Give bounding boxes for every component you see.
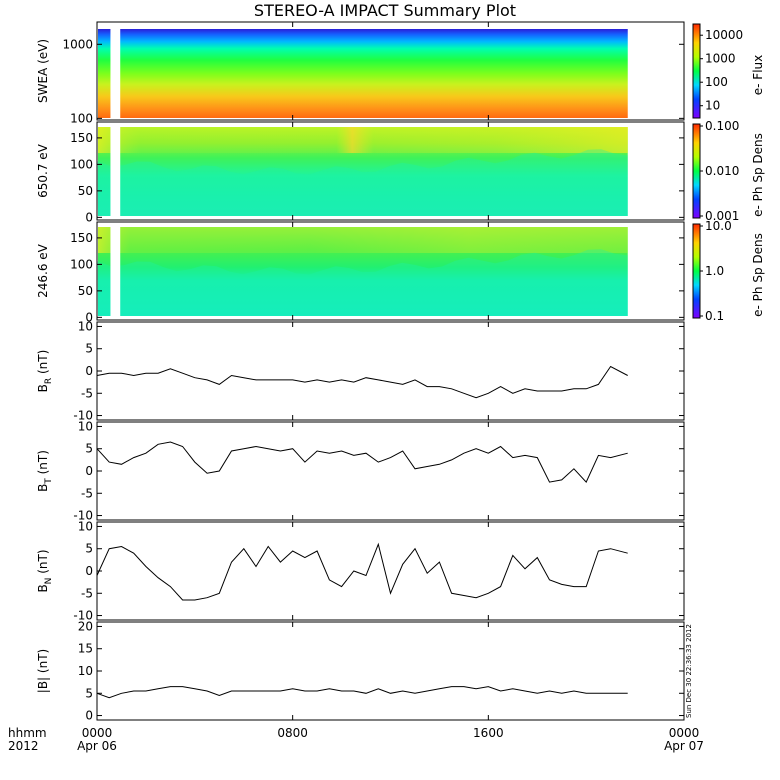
pad650-data-gap [110, 122, 121, 220]
bt-y-tick-label: 0 [85, 464, 93, 478]
pad246-y-tick-label: 100 [70, 257, 93, 271]
br-y-tick-label: -10 [73, 409, 93, 423]
bn-y-tick-label: 0 [85, 564, 93, 578]
panel-bmag: 0 5 10 15 20 |B| (nT) [36, 619, 685, 723]
pad246-lower-band [97, 249, 628, 316]
pad650-y-tick-label: 150 [70, 131, 93, 145]
bmag-y-tick-label: 20 [78, 619, 93, 633]
pad246-data-gap [110, 222, 121, 320]
panel-pad246: 10.0 1.0 0.1 e- Ph Sp Dens 0 50 100 150 246.6 eV [36, 219, 765, 324]
pad650-frame [96, 121, 685, 221]
timestamp-stamp: Sun Dec 30 22:36:33 2012 [685, 624, 693, 718]
bt-y-tick-label: 10 [78, 419, 93, 433]
swea-data-gap [110, 22, 121, 120]
pad246-colorbar-tick-label: 10.0 [705, 219, 732, 233]
panel-bn: -10 -5 0 5 10 BN (nT) [36, 519, 685, 623]
pad246-colorbar-tick-label: 0.1 [705, 309, 724, 323]
bmag-series-line [96, 686, 628, 699]
swea-colorbar-tick-label: 100 [705, 75, 728, 89]
bt-y-tick-label: -5 [81, 486, 93, 500]
pad246-y-tick-label: 0 [85, 310, 93, 324]
pad246-upper-band [98, 227, 628, 253]
bn-y-tick-label: -5 [81, 586, 93, 600]
x-tick-date-label: Apr 07 [664, 739, 704, 753]
x-tick-label: 1600 [473, 726, 504, 740]
bmag-y-tick-label: 15 [78, 642, 93, 656]
bn-y-tick-label: 5 [85, 542, 93, 556]
br-y-tick-label: -5 [81, 386, 93, 400]
x-tick-label: 0000 [669, 726, 700, 740]
bn-frame [96, 521, 685, 621]
bt-series-line [96, 441, 628, 483]
bn-y-axis-label: BN (nT) [36, 549, 54, 592]
swea-frame [96, 21, 685, 121]
pad650-colorbar-tick-label: 0.100 [705, 119, 739, 133]
pad650-y-tick-label: 50 [78, 184, 93, 198]
pad650-colorbar-label: e- Ph Sp Dens [751, 133, 765, 217]
pad650-upper-band [98, 127, 628, 153]
bt-y-tick-label: 5 [85, 442, 93, 456]
pad246-colorbar [692, 223, 701, 319]
bmag-y-tick-label: 5 [85, 686, 93, 700]
panel-swea: 10 100 1000 10000 e- Flux 100 1000 SWEA (eV) [36, 21, 765, 125]
swea-colorbar [692, 23, 701, 119]
bmag-frame [96, 621, 685, 721]
bt-y-tick-label: -10 [73, 509, 93, 523]
pad650-y-tick-label: 100 [70, 157, 93, 171]
swea-colorbar-tick-label: 10000 [705, 28, 743, 42]
swea-y-axis-label: SWEA (eV) [36, 39, 50, 103]
pad246-y-axis-label: 246.6 eV [36, 243, 50, 298]
x-tick-date-label: Apr 06 [77, 739, 117, 753]
pad246-colorbar-label: e- Ph Sp Dens [751, 233, 765, 317]
panel-bt: -10 -5 0 5 10 BT (nT) [36, 419, 685, 523]
swea-colorbar-label: e- Flux [751, 55, 765, 95]
br-y-axis-label: BR (nT) [36, 350, 54, 393]
x-tick-label: 0800 [277, 726, 308, 740]
pad650-y-axis-label: 650.7 eV [36, 143, 50, 198]
panel-br: -10 -5 0 5 10 BR (nT) [36, 319, 685, 423]
x-axis-label-line2: 2012 [8, 739, 39, 753]
pad246-colorbar-tick-label: 1.0 [705, 264, 724, 278]
swea-colorbar-tick-label: 1000 [705, 52, 736, 66]
swea-colorbar-tick-label: 10 [705, 99, 720, 113]
bt-y-axis-label: BT (nT) [36, 450, 54, 492]
br-frame [96, 321, 685, 421]
pad246-y-tick-label: 150 [70, 231, 93, 245]
bmag-y-tick-label: 10 [78, 664, 93, 678]
bt-frame [96, 421, 685, 521]
swea-y-tick-label: 1000 [62, 37, 93, 51]
bn-y-tick-label: 10 [78, 519, 93, 533]
pad650-colorbar-tick-label: 0.001 [705, 209, 739, 223]
br-y-tick-label: 10 [78, 319, 93, 333]
plot-title: STEREO-A IMPACT Summary Plot [254, 1, 516, 20]
pad650-y-tick-label: 0 [85, 210, 93, 224]
bmag-y-tick-label: 0 [85, 709, 93, 723]
pad650-colorbar-tick-label: 0.010 [705, 164, 739, 178]
swea-y-tick-label: 100 [70, 111, 93, 125]
bn-y-tick-label: -10 [73, 609, 93, 623]
swea-spectrogram [98, 29, 628, 118]
pad650-colorbar [692, 123, 701, 219]
pad650-lower-band [97, 149, 628, 216]
x-tick-label: 0000 [82, 726, 113, 740]
br-y-tick-label: 0 [85, 364, 93, 378]
br-series-line [96, 365, 628, 399]
bn-series-line [96, 542, 628, 601]
br-y-tick-label: 5 [85, 342, 93, 356]
x-axis-label-line1: hhmm [8, 726, 47, 740]
pad246-y-tick-label: 50 [78, 284, 93, 298]
bmag-y-axis-label: |B| (nT) [36, 649, 50, 693]
pad246-frame [96, 221, 685, 321]
panel-pad650: 0.100 0.010 0.001 e- Ph Sp Dens 0 50 100 150 650… [36, 119, 765, 224]
